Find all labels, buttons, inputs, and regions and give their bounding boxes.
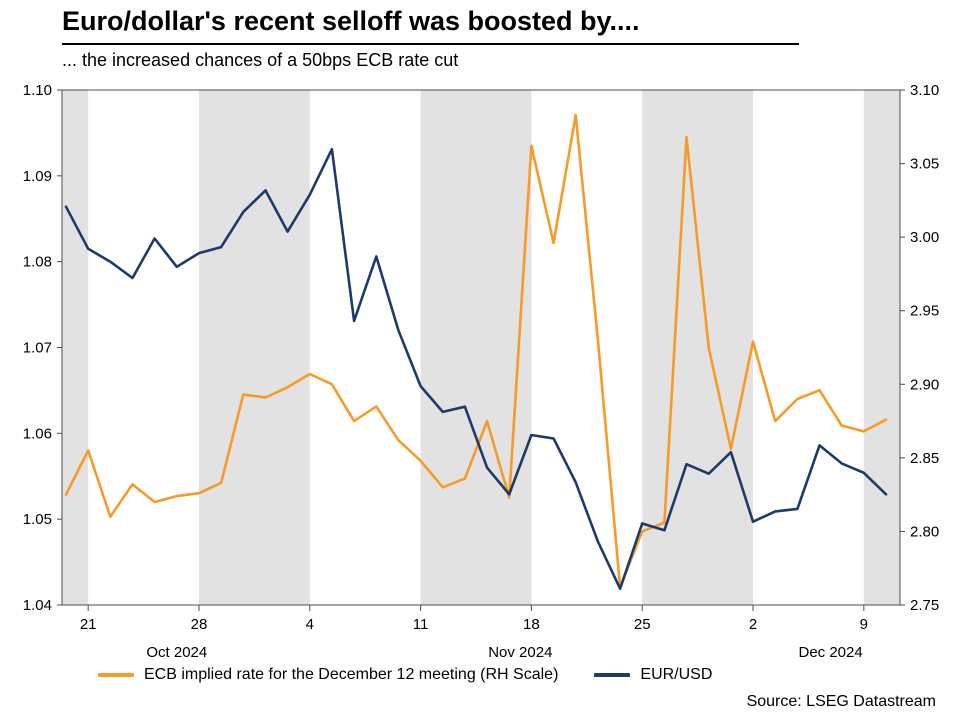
x-axis-day-label: 18 (523, 616, 540, 633)
legend-label-eurusd: EUR/USD (640, 666, 713, 683)
right-axis-tick-label: 2.75 (910, 597, 939, 614)
week-shading-band (420, 90, 532, 605)
series-line-ecb-implied-rate (64, 113, 888, 589)
right-axis-tick-label: 2.90 (910, 376, 939, 393)
x-axis-day-label: 28 (191, 616, 208, 633)
week-shading-band (62, 90, 89, 605)
left-axis-tick-label: 1.10 (23, 82, 52, 99)
left-axis-tick-label: 1.09 (23, 168, 52, 185)
x-axis-day-label: 11 (413, 616, 429, 633)
left-axis-tick-label: 1.04 (23, 597, 52, 614)
x-axis-day-label: 4 (306, 616, 314, 633)
x-axis-day-label: 25 (634, 616, 651, 633)
right-axis-tick-label: 3.00 (910, 229, 939, 246)
left-axis-tick-label: 1.05 (23, 511, 52, 528)
x-axis-month-label: Oct 2024 (146, 644, 207, 661)
source-attribution: Source: LSEG Datastream (746, 693, 936, 710)
right-axis-tick-label: 3.05 (910, 156, 939, 173)
x-axis-day-label: 9 (860, 616, 868, 633)
chart-legend: ECB implied rate for the December 12 mee… (98, 666, 712, 684)
right-axis-tick-label: 3.10 (910, 82, 939, 99)
left-axis-tick-label: 1.06 (23, 425, 52, 442)
week-shading-band (642, 90, 754, 605)
x-axis-month-label: Nov 2024 (488, 644, 552, 661)
week-shading-band (863, 90, 900, 605)
week-shading-band (198, 90, 310, 605)
chart-title: Euro/dollar's recent selloff was boosted… (62, 6, 640, 36)
title-underline-rule (62, 43, 799, 45)
right-axis-tick-label: 2.85 (910, 450, 939, 467)
legend-item-ecb-implied-rate: ECB implied rate for the December 12 mee… (98, 666, 558, 684)
left-axis-tick-label: 1.08 (23, 254, 52, 271)
x-axis-day-label: 2 (749, 616, 757, 633)
eurusd-line-swatch-icon (594, 673, 631, 677)
x-axis-month-label: Dec 2024 (798, 644, 862, 661)
ecb-line-swatch-icon (98, 673, 134, 677)
right-axis-tick-label: 2.95 (910, 303, 939, 320)
left-axis-tick-label: 1.07 (23, 340, 52, 357)
chart-subtitle: ... the increased chances of a 50bps ECB… (62, 50, 459, 70)
legend-label-ecb-implied-rate: ECB implied rate for the December 12 mee… (144, 666, 559, 683)
right-axis-tick-label: 2.80 (910, 523, 939, 540)
legend-item-eurusd: EUR/USD (594, 666, 712, 684)
series-line-eurusd (64, 147, 888, 591)
x-axis-day-label: 21 (80, 616, 97, 633)
